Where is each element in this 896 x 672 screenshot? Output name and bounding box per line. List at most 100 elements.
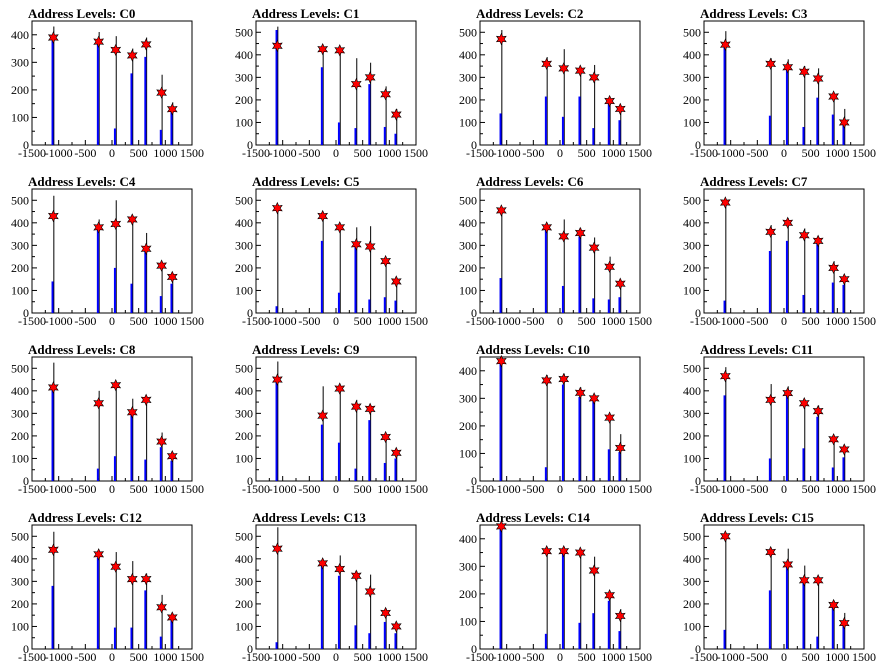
y-tick-label: 300 — [235, 70, 253, 84]
peak-marker — [110, 378, 122, 392]
peak-marker — [156, 259, 167, 272]
x-tick-label: 500 — [354, 146, 372, 160]
peak-marker — [364, 240, 376, 253]
y-tick-label: 200 — [235, 93, 253, 107]
x-tick-label: 1000 — [601, 146, 625, 160]
y-tick-label: 500 — [11, 193, 29, 207]
x-tick-label: 1000 — [377, 650, 401, 664]
peak-marker — [541, 221, 553, 234]
x-tick-label: 0 — [781, 314, 787, 328]
y-tick-label: 100 — [459, 446, 477, 460]
peak-marker — [719, 369, 731, 383]
y-tick-label: 500 — [683, 529, 701, 543]
chart-panel-11: Address Levels: C11 0 100 200 300 400 500 -1500… — [683, 342, 876, 496]
peak-marker — [380, 88, 391, 101]
chart-panel-4: Address Levels: C40100200300400500-1500-… — [11, 174, 204, 328]
y-tick-label: 0 — [23, 138, 29, 152]
y-tick-label: 0 — [471, 642, 477, 656]
peak-marker — [574, 226, 586, 240]
peak-marker — [495, 204, 507, 217]
x-tick-label: 1500 — [404, 482, 428, 496]
plot-frame — [703, 524, 865, 650]
x-tick-label: 0 — [781, 650, 787, 664]
peak-marker — [828, 433, 839, 446]
peak-marker — [604, 411, 615, 424]
x-tick-label: 0 — [333, 650, 339, 664]
y-tick-label: 500 — [683, 193, 701, 207]
x-tick-label: 1000 — [825, 650, 849, 664]
chart-panel-2: Address Levels: C20100200300400500-1500-… — [459, 6, 652, 160]
x-tick-label: -1000 — [717, 482, 745, 496]
y-tick-label: 0 — [247, 138, 253, 152]
x-tick-label: -1500 — [466, 314, 494, 328]
x-tick-label: 500 — [354, 482, 372, 496]
chart-title: Address Levels: C9 — [252, 342, 360, 357]
y-tick-label: 200 — [11, 597, 29, 611]
y-tick-label: 400 — [235, 552, 253, 566]
x-tick-label: 500 — [130, 482, 148, 496]
peak-marker — [838, 272, 850, 286]
y-tick-label: 100 — [235, 283, 253, 297]
peak-marker — [47, 209, 59, 223]
x-tick-label: 1500 — [404, 146, 428, 160]
peak-marker — [93, 548, 105, 561]
x-tick-label: -1500 — [466, 482, 494, 496]
x-tick-label: -500 — [298, 314, 320, 328]
x-tick-label: 0 — [109, 650, 115, 664]
y-tick-label: 0 — [695, 642, 701, 656]
y-tick-label: 300 — [11, 574, 29, 588]
peak-marker — [558, 372, 570, 386]
x-tick-label: 500 — [578, 650, 596, 664]
peak-marker — [614, 441, 626, 455]
peak-marker — [574, 64, 586, 77]
peak-marker — [166, 102, 178, 116]
y-tick-label: 300 — [235, 238, 253, 252]
y-tick-label: 500 — [235, 361, 253, 375]
x-tick-label: -500 — [298, 482, 320, 496]
y-tick-label: 300 — [11, 55, 29, 69]
chart-panel-12: Address Levels: C12 0 100 200 300 400 500 -1500… — [11, 510, 204, 664]
peak-marker — [380, 606, 391, 620]
plot-frame — [31, 188, 193, 314]
x-tick-label: 1000 — [377, 482, 401, 496]
plot-frame — [31, 356, 193, 482]
peak-marker — [838, 616, 850, 630]
y-tick-label: 400 — [459, 532, 477, 546]
y-tick-label: 0 — [247, 306, 253, 320]
x-tick-label: 0 — [781, 146, 787, 160]
y-tick-label: 0 — [247, 474, 253, 488]
x-tick-label: 1000 — [601, 650, 625, 664]
peak-marker — [317, 409, 329, 422]
y-tick-label: 0 — [471, 474, 477, 488]
y-tick-label: 200 — [235, 597, 253, 611]
x-tick-label: 0 — [333, 314, 339, 328]
peak-marker — [495, 520, 507, 533]
y-tick-label: 300 — [11, 238, 29, 252]
x-tick-label: 1500 — [852, 314, 876, 328]
peak-marker — [495, 354, 507, 368]
y-tick-label: 500 — [235, 25, 253, 39]
x-tick-label: 500 — [802, 650, 820, 664]
x-tick-label: 0 — [333, 146, 339, 160]
peak-marker — [812, 574, 824, 587]
y-tick-label: 0 — [247, 642, 253, 656]
x-tick-label: 500 — [802, 146, 820, 160]
peak-marker — [798, 65, 810, 78]
y-tick-label: 300 — [459, 391, 477, 405]
x-tick-label: 0 — [557, 482, 563, 496]
y-tick-label: 0 — [471, 306, 477, 320]
y-tick-label: 200 — [683, 93, 701, 107]
x-tick-label: 500 — [130, 314, 148, 328]
y-tick-label: 200 — [459, 419, 477, 433]
chart-title: Address Levels: C12 — [28, 510, 142, 525]
peak-marker — [541, 544, 553, 558]
y-tick-label: 200 — [11, 429, 29, 443]
y-tick-label: 100 — [235, 115, 253, 129]
peak-marker — [364, 585, 376, 598]
chart-panel-9: Address Levels: C90100200300400500-1500-… — [235, 342, 428, 496]
x-tick-label: 1500 — [180, 146, 204, 160]
chart-title: Address Levels: C5 — [252, 174, 360, 189]
x-tick-label: -1000 — [269, 650, 297, 664]
x-tick-label: 500 — [578, 482, 596, 496]
